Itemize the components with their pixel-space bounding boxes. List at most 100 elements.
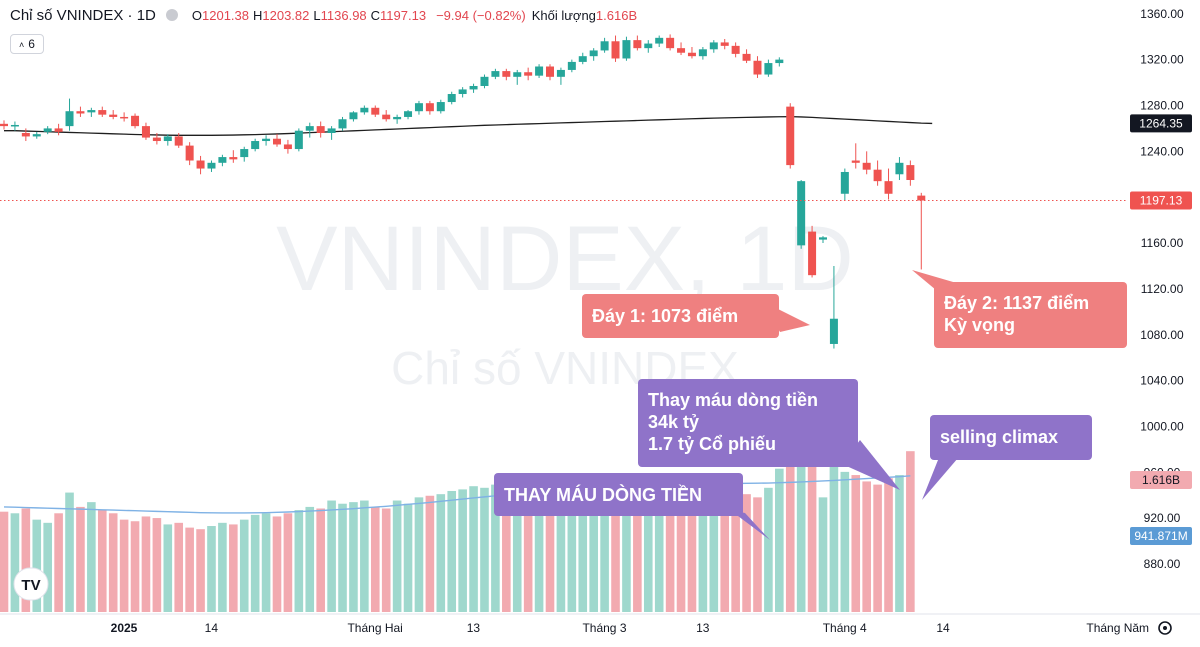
volume-ma-series — [3, 475, 911, 514]
volume-bar — [840, 471, 850, 612]
volume-bar — [174, 522, 184, 612]
volume-bar — [21, 508, 31, 612]
candle-body — [163, 136, 172, 142]
candle-body — [447, 94, 456, 103]
ma-price-tag-text: 1264.35 — [1139, 116, 1183, 130]
candle-body — [65, 111, 74, 127]
volume-bar — [207, 526, 216, 612]
candle-body — [349, 112, 358, 120]
y-tick-label: 1040.00 — [1140, 374, 1184, 388]
volume-label: Khối lượng — [531, 8, 596, 23]
candle-body — [567, 61, 576, 70]
candle-body — [753, 60, 762, 75]
volume-bar — [370, 506, 380, 612]
time-axis[interactable]: 2025 14 Tháng Hai 13 Tháng 3 13 Tháng 4 14 Tháng… — [0, 613, 1200, 635]
candle — [43, 126, 52, 135]
candle-body — [76, 111, 85, 114]
volume-bar — [534, 486, 544, 612]
watermark-symbol: VNINDEX, 1D — [276, 208, 854, 310]
candle — [371, 105, 380, 117]
candle — [98, 106, 107, 117]
high-label: H — [253, 8, 263, 23]
candle — [76, 106, 85, 117]
candle — [709, 40, 718, 53]
candle-body — [174, 136, 183, 146]
close-label: C — [370, 8, 381, 23]
candle-body — [327, 128, 336, 133]
candle — [196, 155, 205, 175]
volume-bar — [742, 494, 751, 612]
candle-body — [425, 103, 434, 112]
indicators-toggle-button[interactable]: ˄ 6 — [10, 34, 44, 54]
candle — [294, 128, 303, 152]
candle — [535, 64, 544, 78]
symbol-title[interactable]: Chỉ số VNINDEX · 1D — [10, 7, 156, 24]
volume-bar — [491, 484, 500, 612]
volume-bar — [119, 519, 129, 612]
candle-body — [655, 37, 664, 44]
legend-header: Chỉ số VNINDEX · 1D O1201.38 H1203.82 L1136… — [10, 7, 641, 24]
candle-body — [895, 162, 904, 175]
volume-bar — [10, 513, 20, 612]
candle-body — [316, 126, 325, 133]
candle — [21, 128, 30, 142]
candle — [840, 168, 849, 201]
candle-body — [404, 111, 413, 117]
candle — [731, 42, 740, 58]
volume-value: 1.616B — [595, 8, 638, 23]
annotation-text: Đáy 1: 1073 điểm — [592, 306, 738, 326]
candle — [251, 138, 260, 152]
last-price-tag: 1197.13 — [1130, 191, 1192, 210]
candle-body — [633, 40, 642, 49]
volume-bar — [796, 440, 806, 612]
volume-bar — [185, 527, 194, 612]
volume-bar — [141, 516, 151, 612]
volume-ma-tag-bg — [1130, 527, 1192, 545]
annotation-day1: Đáy 1: 1073 điểm — [582, 294, 810, 338]
candle — [644, 40, 653, 53]
volume-bar — [611, 486, 620, 612]
logo-text: TV — [21, 577, 40, 594]
candle-body — [185, 145, 194, 161]
tradingview-logo[interactable]: TV — [13, 567, 49, 601]
volume-last-tag-text: 1.616B — [1142, 473, 1180, 487]
x-tick-label: Tháng Hai — [347, 621, 402, 635]
candle — [120, 112, 129, 122]
candle — [524, 67, 533, 81]
annotation-box — [930, 415, 1092, 460]
volume-bar — [753, 497, 762, 612]
candle — [720, 38, 729, 50]
y-tick-label: 1080.00 — [1140, 328, 1184, 342]
volume-last-tag: 1.616B — [1130, 471, 1192, 489]
candle-body — [491, 71, 500, 77]
candle — [131, 113, 140, 129]
candle — [567, 59, 576, 73]
candle — [808, 225, 817, 278]
volume-bar — [720, 487, 730, 612]
candle-body — [611, 41, 620, 59]
volume-bar — [665, 486, 675, 612]
volume-bar — [381, 508, 391, 612]
candle-body — [840, 171, 849, 194]
candle-body — [797, 181, 806, 246]
x-tick-label: Tháng 4 — [823, 621, 867, 635]
settings-gear-icon[interactable] — [1158, 621, 1172, 635]
candle-body — [10, 124, 19, 127]
indicator-count: 6 — [28, 37, 35, 51]
last-price-tag-text: 1197.13 — [1140, 193, 1183, 207]
candle-body — [720, 42, 729, 46]
candle — [742, 49, 751, 64]
candle — [578, 52, 587, 65]
candle — [425, 100, 434, 115]
volume-bar — [87, 502, 96, 612]
candle — [622, 36, 631, 61]
candle — [185, 142, 194, 166]
volume-bar — [338, 503, 347, 612]
volume-bar — [829, 449, 839, 612]
volume-bar — [622, 484, 631, 612]
close-value: 1197.13 — [380, 8, 427, 23]
price-axis[interactable]: 1360.001320.001280.001240.001200.001160.… — [1128, 0, 1200, 642]
volume-bar — [775, 468, 784, 612]
